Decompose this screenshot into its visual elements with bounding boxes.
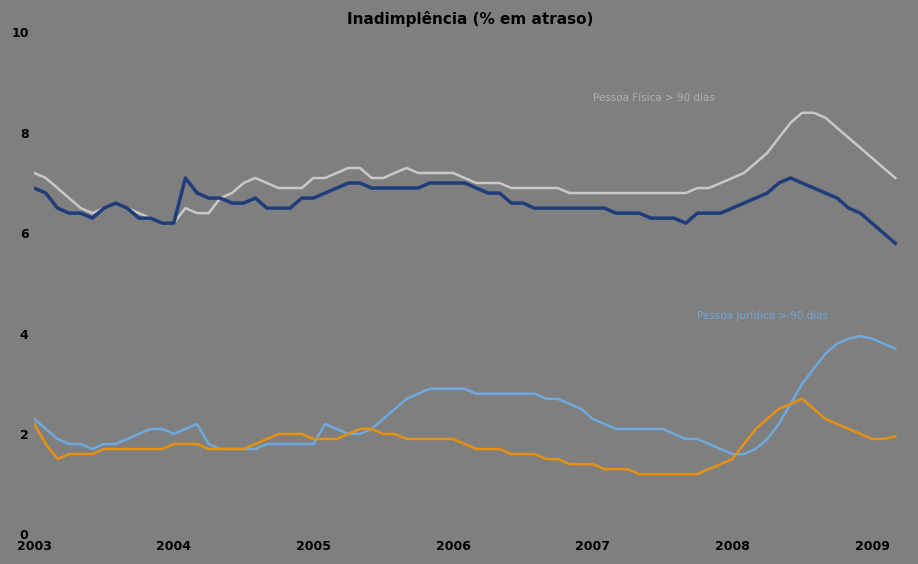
Text: Pessoa Jurídica > 90 dias: Pessoa Jurídica > 90 dias (698, 311, 829, 321)
Text: Pessoa Física > 90 dias: Pessoa Física > 90 dias (593, 92, 714, 103)
Title: Inadimplência (% em atraso): Inadimplência (% em atraso) (347, 11, 594, 27)
